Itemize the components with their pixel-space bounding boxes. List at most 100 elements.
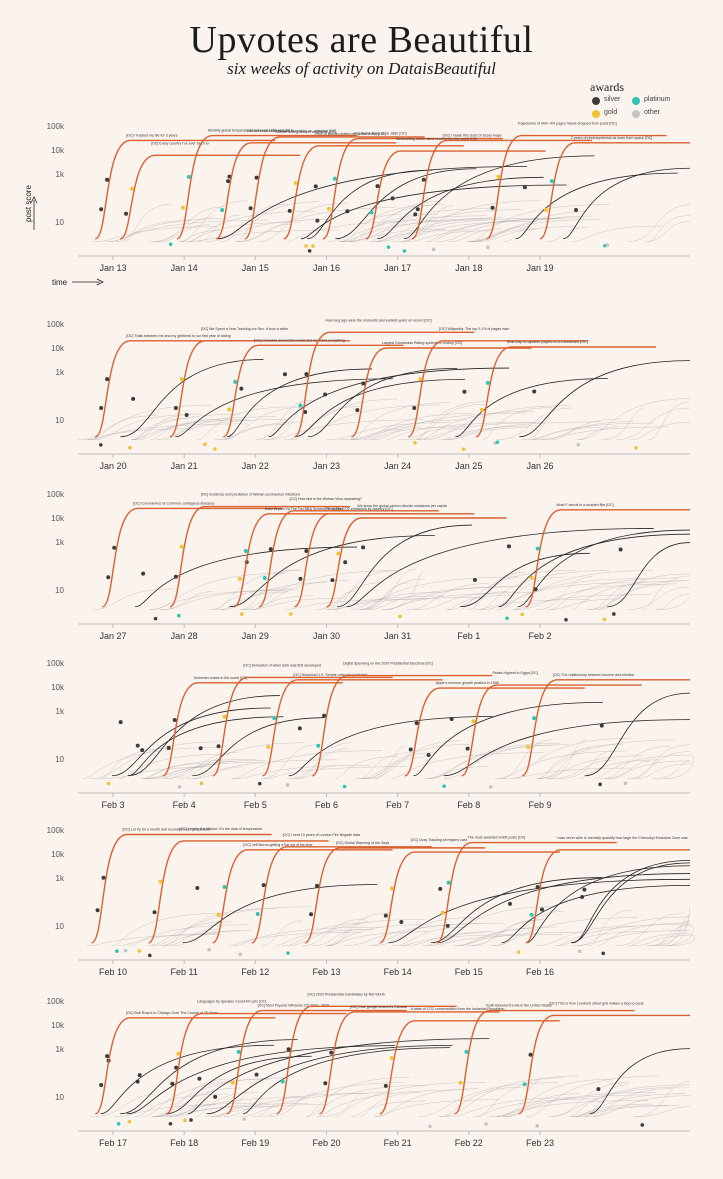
background-post-line — [333, 597, 484, 611]
background-post-line — [398, 427, 458, 441]
background-post-line — [608, 760, 650, 780]
award-dot — [227, 407, 232, 412]
background-post-line — [576, 1105, 680, 1118]
highlight-post-line — [251, 846, 432, 944]
post-title-label: [OC] I traveled around the world and rec… — [254, 338, 345, 342]
background-post-line — [401, 200, 542, 243]
award-dot — [412, 405, 417, 410]
post-title-label: [OC] I made this Market. It's the data o… — [179, 827, 262, 831]
background-post-line — [288, 919, 426, 947]
award-dot — [226, 179, 231, 184]
award-dot-silver — [426, 753, 431, 758]
award-dot-silver — [282, 372, 287, 377]
highlight-post-line — [379, 1020, 560, 1115]
background-post-line — [362, 745, 405, 780]
post-title-label: [OC] Incidence and prediction of Wuhan c… — [201, 493, 301, 497]
highlight-post-line — [94, 139, 276, 240]
post-title-label: [OC] Jeff Bezos getting a flat out of hi… — [243, 843, 312, 847]
y-tick-label: 1k — [56, 170, 65, 179]
award-dot — [316, 743, 321, 748]
award-dot-silver — [297, 726, 302, 731]
legend-dot-platinum — [632, 97, 640, 105]
x-tick-label: Jan 27 — [99, 631, 126, 641]
highlight-post-line — [379, 851, 560, 944]
post-title-label: [OC] Coronavirus vs Common contagious di… — [133, 501, 215, 505]
award-dot — [486, 245, 490, 250]
x-tick-label: Jan 23 — [313, 461, 340, 471]
background-post-line — [525, 1075, 661, 1118]
highlight-post-line — [407, 340, 589, 438]
highlight-post-line — [162, 682, 343, 777]
background-post-line — [536, 576, 593, 611]
background-post-line — [630, 422, 691, 441]
award-dot — [421, 177, 426, 182]
background-post-line — [258, 1082, 405, 1118]
background-post-line — [536, 755, 642, 780]
y-tick-label: 100k — [47, 490, 65, 499]
award-dot — [549, 179, 554, 184]
background-post-line — [465, 219, 600, 243]
background-post-line — [284, 598, 429, 611]
highlight-post-line — [294, 513, 475, 608]
background-post-line — [305, 404, 442, 441]
legend-label-gold: gold — [604, 109, 618, 116]
award-dot — [239, 612, 244, 616]
background-post-line — [261, 744, 318, 780]
background-post-line — [152, 1087, 241, 1118]
background-post-line — [537, 744, 624, 780]
background-post-line — [439, 1077, 564, 1118]
background-post-line — [571, 930, 691, 947]
award-dot — [216, 744, 221, 749]
legend-title: awards — [590, 80, 624, 94]
award-dot — [236, 1049, 241, 1054]
background-post-line — [86, 934, 221, 947]
background-post-line — [86, 428, 195, 441]
background-post-line — [473, 1098, 599, 1118]
background-post-line — [440, 425, 538, 441]
background-post-line — [371, 917, 473, 947]
award-dot — [598, 782, 602, 787]
background-post-line — [668, 934, 695, 947]
background-post-line — [234, 223, 291, 243]
post-title-label: All time selling albums worldwide [OC] — [275, 130, 336, 134]
award-dot — [128, 445, 132, 450]
post-line — [229, 535, 435, 608]
post-title-label: The most awarded reddit posts [OC] — [468, 836, 526, 840]
post-title-label: Difficult environments spun to reading v… — [247, 129, 336, 133]
award-dot-silver — [507, 901, 512, 906]
y-tick-label: 10k — [51, 146, 65, 155]
background-post-line — [152, 906, 311, 947]
background-post-line — [369, 923, 484, 947]
background-post-line — [344, 922, 504, 947]
award-dot — [298, 576, 303, 581]
award-dot — [383, 913, 388, 918]
background-post-line — [228, 932, 362, 947]
background-post-line — [382, 571, 424, 611]
award-dot — [248, 206, 253, 211]
award-dot — [461, 447, 466, 452]
award-dot — [490, 205, 495, 210]
award-dot — [428, 1124, 432, 1129]
post-title-label: [OC] I sent 10 years of London Fire Brig… — [283, 833, 361, 837]
award-dot — [287, 208, 292, 213]
award-dot — [298, 403, 303, 408]
award-dot — [168, 1121, 173, 1126]
post-line — [243, 1047, 451, 1115]
post-title-label: [OC] Bob Ross's in Chicago Over The Cour… — [126, 1011, 218, 1015]
award-dot-silver — [618, 547, 623, 552]
background-post-line — [155, 419, 287, 441]
background-post-line — [595, 755, 691, 780]
award-dot — [272, 716, 277, 721]
background-post-line — [359, 1092, 423, 1118]
post-line — [126, 1045, 395, 1115]
post-title-label: Semester males in the world [OC] — [194, 676, 248, 680]
post-title-label: How long ago were the moments and earlie… — [325, 318, 431, 322]
award-dot — [485, 380, 490, 385]
legend-dot-other — [632, 110, 640, 118]
award-dot — [266, 744, 271, 749]
y-tick-label: 10 — [55, 586, 64, 595]
background-post-line — [345, 208, 498, 243]
background-post-line — [593, 1088, 672, 1118]
post-title-label: A table of CO2 concentration from the In… — [411, 1007, 505, 1011]
background-post-line — [489, 1100, 649, 1118]
